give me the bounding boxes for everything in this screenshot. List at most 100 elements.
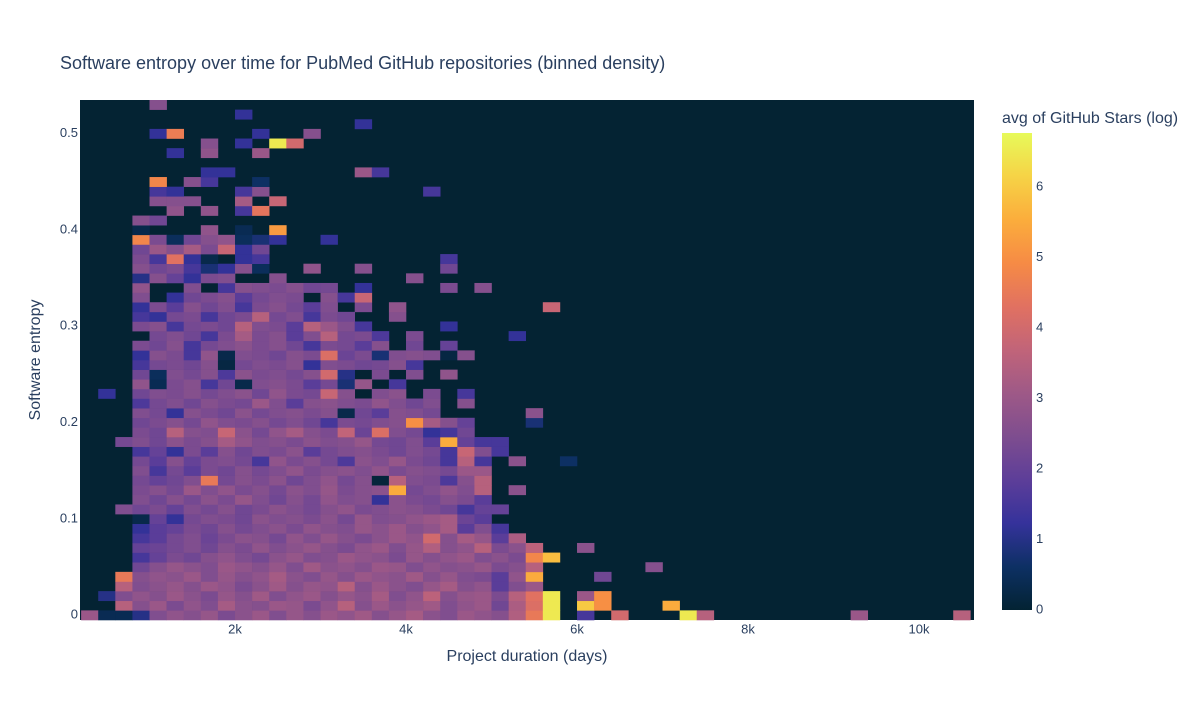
heatmap-cell: [200, 234, 219, 245]
heatmap-cell: [423, 610, 441, 621]
heatmap-cell: [252, 302, 270, 313]
heatmap-cell: [354, 331, 373, 342]
heatmap-cell: [149, 128, 167, 139]
heatmap-cell: [491, 581, 509, 592]
heatmap-cell: [200, 388, 219, 399]
heatmap-cell: [371, 562, 390, 573]
heatmap-cell: [440, 340, 458, 351]
heatmap-cell: [388, 465, 407, 476]
x-tick-label: 6k: [570, 621, 584, 636]
heatmap-cell: [320, 350, 338, 361]
heatmap-cell: [337, 437, 356, 447]
heatmap-cell: [337, 446, 356, 457]
heatmap-cell: [200, 504, 219, 515]
heatmap-cell: [525, 552, 544, 563]
heatmap-cell: [354, 494, 373, 505]
heatmap-cell: [149, 610, 167, 621]
heatmap-cell: [371, 350, 390, 361]
heatmap-cell: [406, 350, 424, 361]
heatmap-cell: [457, 465, 475, 476]
heatmap-cell: [217, 340, 236, 351]
heatmap-cell: [406, 494, 424, 505]
heatmap-cell: [354, 398, 373, 409]
heatmap-cell: [354, 360, 373, 370]
heatmap-cell: [235, 234, 253, 245]
heatmap-cell: [337, 292, 356, 303]
heatmap-cell: [354, 302, 373, 313]
heatmap-cell: [200, 138, 219, 149]
heatmap-cell: [371, 465, 390, 476]
heatmap-cell: [183, 552, 202, 563]
heatmap-cell: [166, 504, 185, 515]
heatmap-cell: [200, 340, 219, 351]
x-tick-label: 10k: [909, 621, 930, 636]
heatmap-cell: [525, 571, 544, 582]
heatmap-cell: [423, 494, 441, 505]
heatmap-cell: [423, 456, 441, 467]
heatmap-cell: [166, 398, 185, 409]
heatmap-cell: [269, 321, 287, 332]
heatmap-cell: [406, 600, 424, 611]
heatmap-cell: [474, 533, 492, 544]
heatmap-cell: [525, 408, 544, 419]
heatmap-cell: [542, 591, 561, 602]
heatmap-cell: [166, 485, 185, 496]
heatmap-cell: [217, 398, 236, 409]
heatmap-cell: [320, 542, 338, 553]
heatmap-cell: [337, 562, 356, 573]
heatmap-cell: [440, 427, 458, 438]
heatmap-cell: [252, 350, 270, 361]
heatmap-cell: [457, 504, 475, 515]
heatmap-cell: [235, 494, 253, 505]
heatmap-cell: [457, 562, 475, 573]
heatmap-cell: [388, 475, 407, 486]
heatmap-cell: [354, 562, 373, 573]
heatmap-cell: [235, 514, 253, 525]
heatmap-cell: [235, 379, 253, 390]
heatmap-cell: [388, 398, 407, 409]
heatmap-cell: [286, 600, 304, 611]
heatmap-cell: [132, 610, 150, 621]
heatmap-cell: [269, 446, 287, 457]
heatmap-cell: [132, 485, 150, 496]
heatmap-cell: [371, 552, 390, 563]
heatmap-cell: [166, 475, 185, 486]
heatmap-cell: [491, 437, 509, 447]
heatmap-cell: [303, 523, 321, 534]
heatmap-cell: [303, 263, 321, 274]
heatmap-cell: [252, 244, 270, 255]
heatmap-cell: [371, 600, 390, 611]
heatmap-cell: [320, 475, 338, 486]
heatmap-cell: [183, 504, 202, 515]
heatmap-cell: [166, 311, 185, 322]
heatmap-cell: [166, 244, 185, 255]
heatmap-cell: [235, 417, 253, 428]
heatmap-cell: [166, 350, 185, 361]
heatmap-cell: [320, 552, 338, 563]
heatmap-cell: [440, 263, 458, 274]
heatmap-cell: [491, 542, 509, 553]
y-tick-label: 0.5: [60, 125, 78, 140]
heatmap-cell: [388, 388, 407, 399]
heatmap-cell: [388, 504, 407, 515]
y-tick-label: 0.3: [60, 318, 78, 333]
heatmap-cell: [320, 562, 338, 573]
heatmap-cell: [423, 465, 441, 476]
heatmap-cell: [303, 504, 321, 515]
heatmap-cell: [354, 321, 373, 332]
heatmap-cell: [440, 533, 458, 544]
heatmap-cell: [217, 600, 236, 611]
heatmap-cell: [303, 417, 321, 428]
heatmap-cell: [217, 475, 236, 486]
heatmap-cell: [132, 234, 150, 245]
heatmap-cell: [132, 244, 150, 255]
heatmap-cell: [457, 427, 475, 438]
heatmap-cell: [303, 581, 321, 592]
heatmap-cell: [423, 581, 441, 592]
heatmap-cell: [286, 562, 304, 573]
heatmap-cell: [252, 292, 270, 303]
heatmap-cell: [132, 254, 150, 265]
heatmap-cell: [166, 514, 185, 525]
heatmap-cell: [406, 485, 424, 496]
heatmap-cell: [354, 292, 373, 303]
